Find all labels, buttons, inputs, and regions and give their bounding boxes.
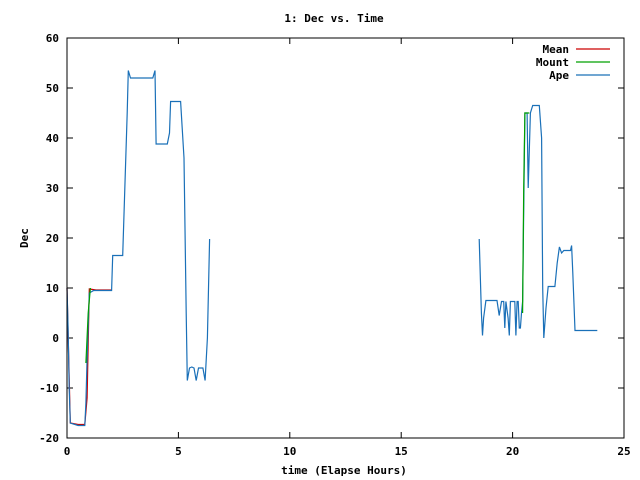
x-tick-label: 20 [506, 445, 519, 458]
y-tick-label: -10 [39, 382, 59, 395]
y-tick-label: 20 [46, 232, 59, 245]
x-axis-label: time (Elapse Hours) [281, 464, 407, 477]
y-tick-label: -20 [39, 432, 59, 445]
legend-label-mean: Mean [543, 43, 570, 56]
x-tick-label: 5 [175, 445, 182, 458]
x-tick-label: 0 [64, 445, 71, 458]
y-axis-label: Dec [18, 228, 31, 248]
y-tick-label: 50 [46, 82, 59, 95]
series-layer [66, 70, 598, 427]
x-tick-label: 15 [395, 445, 408, 458]
plot-frame [66, 37, 625, 439]
series-line-ape [66, 70, 598, 427]
series-line-mount [85, 112, 530, 364]
y-tick-label: 0 [52, 332, 59, 345]
y-tick-label: 10 [46, 282, 59, 295]
legend-label-ape: Ape [549, 69, 569, 82]
series-line-mean [67, 240, 447, 425]
y-tick-label: 60 [46, 32, 59, 45]
legend-label-mount: Mount [536, 56, 569, 69]
y-tick-label: 40 [46, 132, 59, 145]
y-tick-label: 30 [46, 182, 59, 195]
axis-ticks: 0 5 10 15 20 25 -20 -10 0 10 20 30 40 50 60 [39, 32, 631, 458]
chart-title: 1: Dec vs. Time [284, 12, 384, 25]
x-tick-label: 25 [617, 445, 630, 458]
x-tick-label: 10 [283, 445, 296, 458]
